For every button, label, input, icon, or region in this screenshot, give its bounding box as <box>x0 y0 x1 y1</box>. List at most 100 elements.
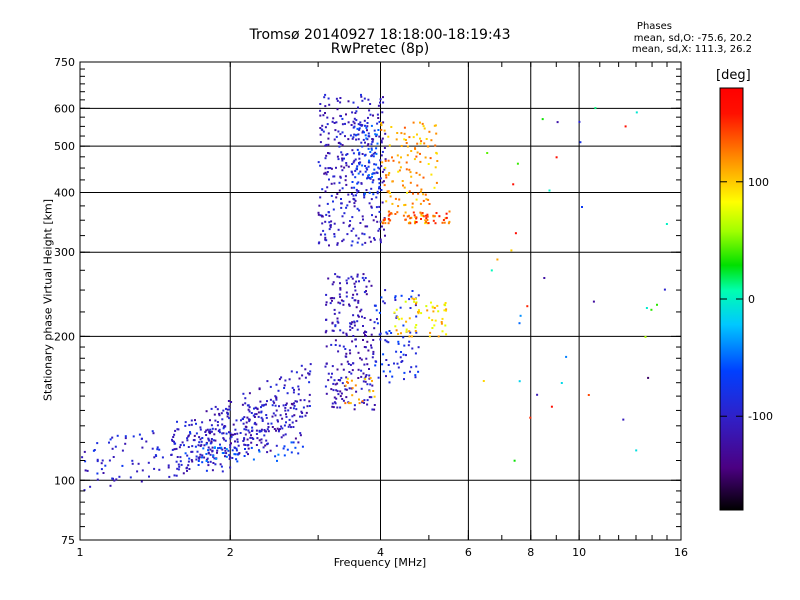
data-point <box>443 221 446 224</box>
data-point <box>214 419 217 422</box>
data-point <box>358 402 361 405</box>
data-point <box>363 363 366 366</box>
data-point <box>385 359 388 361</box>
data-point <box>338 293 341 296</box>
y-tick-label: 100 <box>54 474 75 487</box>
data-point <box>337 228 340 231</box>
data-point <box>299 415 301 418</box>
data-point <box>243 443 246 446</box>
data-point <box>234 446 236 449</box>
data-point <box>355 306 358 309</box>
data-point <box>329 226 332 229</box>
data-point <box>256 437 259 440</box>
data-point <box>354 285 356 288</box>
data-point <box>378 205 381 208</box>
data-point <box>373 238 376 241</box>
data-point <box>244 397 247 400</box>
data-point <box>373 321 376 324</box>
data-point <box>348 402 350 405</box>
data-point <box>325 173 328 176</box>
data-point <box>373 395 376 398</box>
data-point <box>221 423 224 426</box>
data-point <box>301 374 304 377</box>
data-point <box>324 105 327 108</box>
data-point <box>356 127 359 130</box>
data-point <box>207 446 210 449</box>
data-point <box>261 404 264 407</box>
data-point <box>252 458 255 461</box>
data-point <box>363 331 366 334</box>
data-point <box>361 164 364 167</box>
data-point <box>283 384 286 387</box>
data-point <box>376 190 379 193</box>
data-point <box>328 103 331 106</box>
data-point <box>220 465 223 468</box>
data-point <box>408 340 411 343</box>
data-point <box>271 426 274 428</box>
data-point <box>361 153 364 155</box>
data-point <box>325 213 328 216</box>
data-point <box>375 196 378 199</box>
data-point <box>350 323 353 325</box>
data-point <box>375 135 378 138</box>
data-point <box>428 316 431 319</box>
data-point <box>409 331 412 334</box>
data-point <box>254 413 257 416</box>
data-point <box>261 420 264 422</box>
data-point <box>440 321 443 323</box>
data-point <box>173 448 176 451</box>
data-point <box>201 421 204 424</box>
data-point <box>264 444 267 447</box>
data-point <box>411 206 414 209</box>
data-point <box>357 237 360 240</box>
data-point <box>216 451 218 454</box>
data-point <box>413 214 416 217</box>
data-point <box>335 389 338 392</box>
data-point <box>364 225 367 228</box>
data-point <box>365 331 368 334</box>
data-point <box>351 327 354 329</box>
data-point <box>288 423 291 426</box>
data-point <box>372 114 374 117</box>
data-point <box>235 447 238 450</box>
data-point <box>221 448 224 451</box>
data-point <box>370 333 373 336</box>
data-point <box>171 448 174 451</box>
data-point <box>249 436 252 439</box>
data-point <box>343 166 346 169</box>
data-point <box>304 376 307 379</box>
data-point <box>358 162 360 164</box>
data-point <box>336 243 339 246</box>
data-point <box>267 430 270 433</box>
data-point <box>364 192 366 195</box>
data-point <box>372 155 375 158</box>
data-point <box>444 217 447 220</box>
data-point <box>303 399 306 402</box>
data-point <box>357 377 360 379</box>
data-point <box>332 117 335 120</box>
data-point <box>420 312 423 315</box>
data-point <box>350 229 353 232</box>
data-point <box>333 138 336 141</box>
data-point <box>244 444 247 446</box>
data-point <box>363 196 366 199</box>
data-point <box>344 175 347 178</box>
data-point <box>356 182 359 185</box>
data-point <box>394 299 397 301</box>
data-point <box>371 181 374 184</box>
data-point <box>283 454 286 457</box>
data-point <box>243 428 246 431</box>
data-point <box>357 351 360 354</box>
data-point <box>353 117 356 120</box>
data-point <box>355 119 358 122</box>
data-point <box>349 220 352 222</box>
data-point <box>352 194 355 197</box>
data-point <box>409 217 412 220</box>
data-point <box>391 156 393 159</box>
data-point <box>382 101 385 104</box>
data-point <box>248 392 251 395</box>
data-point <box>382 353 385 356</box>
data-point <box>405 161 408 164</box>
data-point <box>374 133 377 136</box>
data-point <box>432 310 435 313</box>
